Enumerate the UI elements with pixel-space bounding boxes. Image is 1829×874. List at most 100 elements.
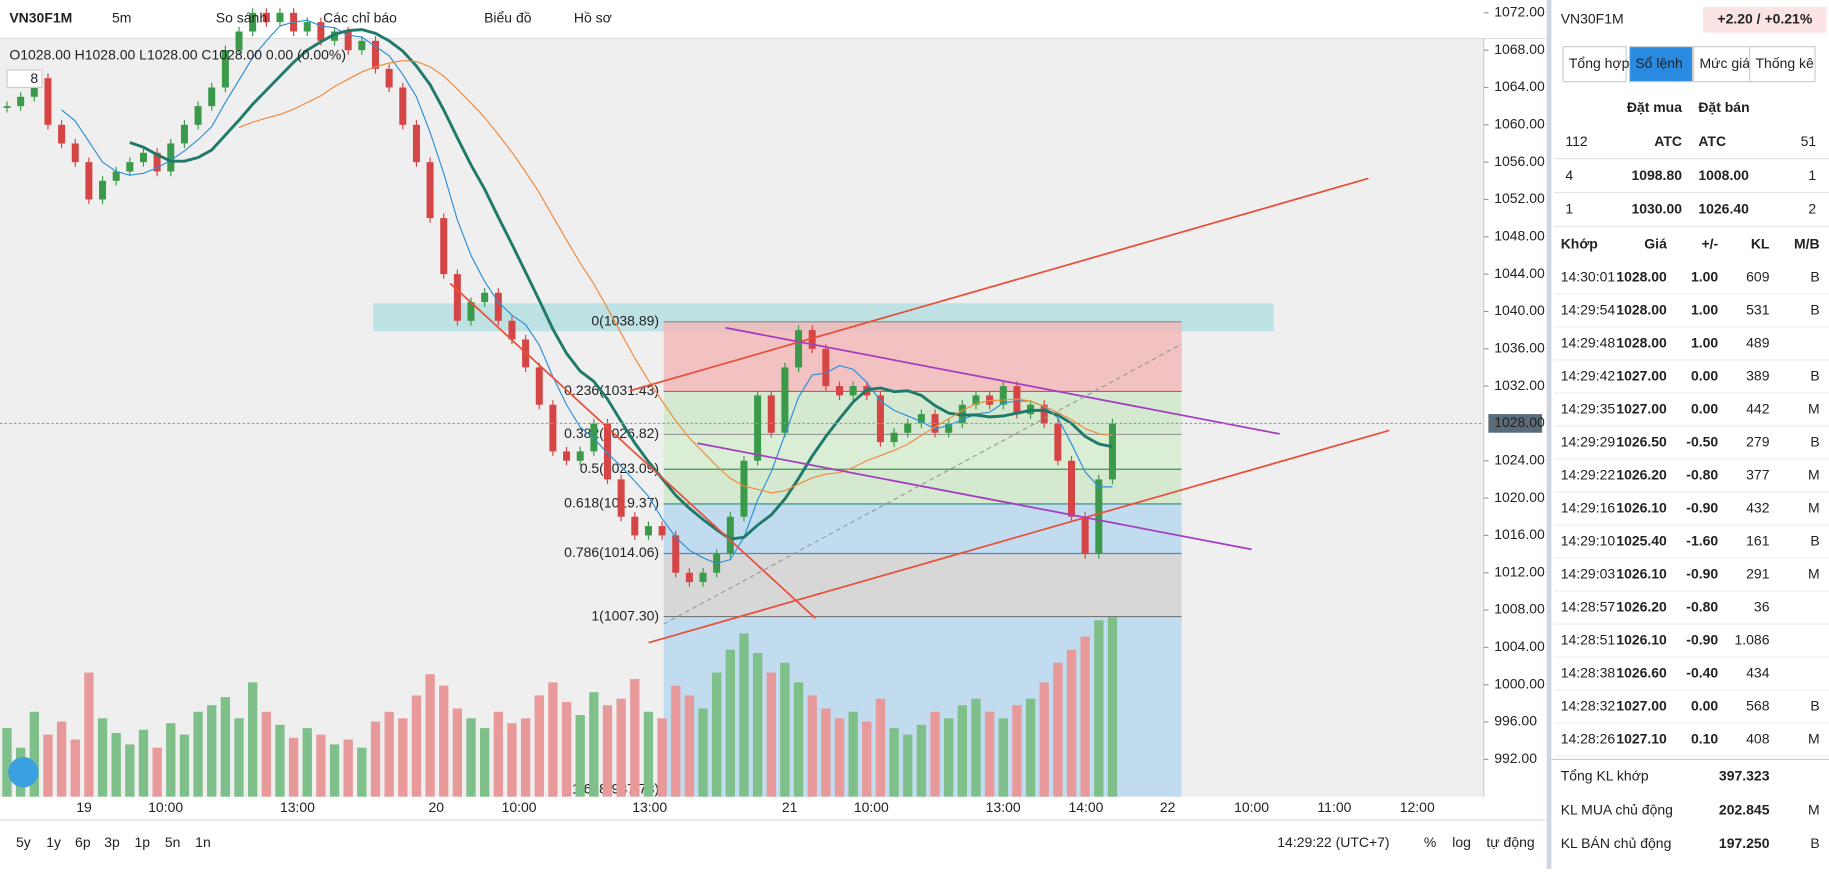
logo[interactable] xyxy=(8,757,39,788)
x-tick-label: 13:00 xyxy=(280,799,315,815)
moving-average xyxy=(238,59,1113,494)
book-cell: 112 xyxy=(1565,133,1588,149)
trade-cell: B xyxy=(1810,268,1819,284)
trade-cell: -0.90 xyxy=(1686,631,1718,647)
tab-label: Sổ lệnh xyxy=(1635,55,1682,71)
volume-bar xyxy=(766,672,776,797)
candle xyxy=(917,414,925,424)
range-button[interactable]: 3p xyxy=(104,834,120,850)
trade-cell: 279 xyxy=(1746,433,1770,449)
toolbar-item[interactable]: Các chỉ báo xyxy=(323,9,397,25)
summary-label: KL MUA chủ động xyxy=(1561,801,1673,817)
candle xyxy=(344,31,352,51)
trade-cell: 14:28:32 xyxy=(1561,697,1616,713)
volume-bar xyxy=(384,711,394,797)
volume-bar xyxy=(1012,705,1022,797)
tab-label: Mức giá xyxy=(1700,55,1751,71)
trade-cell: 1027.10 xyxy=(1616,730,1667,746)
tab[interactable] xyxy=(1562,46,1627,83)
trade-cell: 434 xyxy=(1746,664,1770,680)
volume-bar xyxy=(684,695,695,797)
fib-label: 0.236(1031.43) xyxy=(564,382,659,398)
range-button[interactable]: 1n xyxy=(195,834,211,850)
y-tick-label: 1068.00 xyxy=(1494,41,1545,57)
volume-bar xyxy=(193,711,203,797)
axis-option[interactable]: log xyxy=(1452,834,1471,850)
book-cell: 51 xyxy=(1801,133,1817,149)
range-button[interactable]: 1y xyxy=(46,834,61,850)
candle xyxy=(808,330,816,349)
trade-cell: 1.00 xyxy=(1691,268,1718,284)
trade-cell: 14:28:38 xyxy=(1561,664,1616,680)
candle xyxy=(535,367,543,405)
candle xyxy=(563,451,571,461)
summary-value: 202.845 xyxy=(1719,801,1770,817)
volume-bar xyxy=(998,718,1008,797)
candle xyxy=(221,50,229,88)
trade-cell: 1028.00 xyxy=(1616,268,1667,284)
book-header: Đặt bán xyxy=(1698,99,1749,115)
trade-cell: 1027.00 xyxy=(1616,400,1667,416)
tab[interactable] xyxy=(1749,46,1816,83)
trade-cell: 0.00 xyxy=(1691,697,1718,713)
volume-bar xyxy=(657,718,667,797)
volume-bar xyxy=(916,724,927,797)
trade-cell: B xyxy=(1810,697,1819,713)
fib-diagonal xyxy=(663,343,1182,625)
volume-bar xyxy=(725,649,735,797)
fib-zone xyxy=(663,553,1182,617)
x-tick-label: 12:00 xyxy=(1400,799,1435,815)
x-tick-label: 14:00 xyxy=(1068,799,1103,815)
trade-cell: -0.50 xyxy=(1686,433,1718,449)
volume-bar xyxy=(698,708,708,797)
trade-cell: 291 xyxy=(1746,565,1770,581)
volume-bar xyxy=(807,695,817,797)
trade-header: KL xyxy=(1751,236,1770,252)
candle xyxy=(672,535,680,573)
y-tick-label: 1016.00 xyxy=(1494,526,1545,542)
candle xyxy=(603,423,611,480)
range-button[interactable]: 5n xyxy=(165,834,181,850)
x-tick-label: 10:00 xyxy=(502,799,537,815)
fib-label: 1(1007.30) xyxy=(591,607,659,623)
volume-bar xyxy=(944,718,954,797)
candle xyxy=(1095,479,1103,555)
trade-cell: 389 xyxy=(1746,367,1770,383)
range-button[interactable]: 1p xyxy=(135,834,151,850)
candle xyxy=(426,162,434,219)
volume-bar xyxy=(643,711,654,797)
indicator-toggle[interactable] xyxy=(6,69,43,89)
tab[interactable] xyxy=(1628,46,1694,83)
toolbar-item[interactable]: Hồ sơ xyxy=(574,9,612,25)
axis-option[interactable]: tự động xyxy=(1486,834,1534,850)
volume-bar xyxy=(1039,682,1049,797)
trade-cell: 1026.20 xyxy=(1616,598,1667,614)
volume-bar xyxy=(534,695,544,797)
axis-option[interactable]: % xyxy=(1424,834,1436,850)
trade-cell: 14:29:03 xyxy=(1561,565,1616,581)
range-button[interactable]: 5y xyxy=(16,834,31,850)
toolbar-item[interactable]: Biểu đồ xyxy=(484,9,532,25)
candle xyxy=(371,40,379,69)
x-tick-label: 13:00 xyxy=(632,799,667,815)
volume-bar xyxy=(275,724,285,797)
tab[interactable] xyxy=(1693,46,1758,83)
range-button[interactable]: 6p xyxy=(75,834,91,850)
volume-bar xyxy=(548,682,558,797)
volume-bar xyxy=(834,718,845,797)
moving-average xyxy=(61,19,1113,565)
trade-cell: -1.60 xyxy=(1686,532,1718,548)
interval[interactable]: 5m xyxy=(112,9,131,25)
last-price-tag xyxy=(1488,414,1543,433)
candle xyxy=(317,22,325,41)
candle xyxy=(249,12,257,32)
candle xyxy=(658,526,666,536)
toolbar-item[interactable]: So sánh xyxy=(216,9,267,25)
volume-bar xyxy=(971,698,981,797)
volume-bar xyxy=(452,708,463,797)
trade-cell: 568 xyxy=(1746,697,1770,713)
candle xyxy=(631,516,639,536)
volume-bar xyxy=(957,705,967,797)
candle xyxy=(112,171,120,181)
